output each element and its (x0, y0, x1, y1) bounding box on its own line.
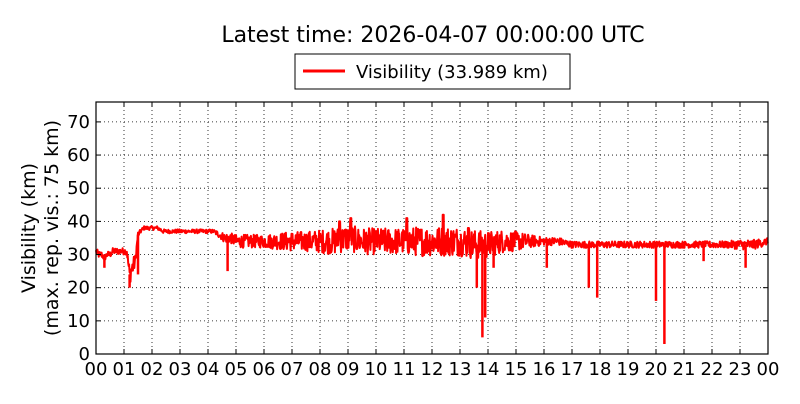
x-tick-label: 01 (113, 359, 136, 380)
x-tick-label: 10 (365, 359, 388, 380)
x-tick-label: 16 (533, 359, 556, 380)
x-tick-label: 05 (225, 359, 248, 380)
x-tick-label: 00 (85, 359, 108, 380)
x-tick-label: 11 (393, 359, 416, 380)
axis-ticks (95, 102, 769, 355)
y-tick-label: 40 (67, 211, 90, 232)
y-tick-label: 60 (67, 145, 90, 166)
y-tick-label: 50 (67, 178, 90, 199)
y-tick-label: 30 (67, 245, 90, 266)
x-tick-label: 22 (701, 359, 724, 380)
x-tick-label: 19 (617, 359, 640, 380)
y-tick-label: 20 (67, 278, 90, 299)
x-tick-label: 18 (589, 359, 612, 380)
x-tick-label: 13 (449, 359, 472, 380)
x-tick-label: 14 (477, 359, 500, 380)
x-tick-label: 03 (169, 359, 192, 380)
x-axis-tick-labels: 00 01 02 03 04 05 06 07 08 09 10 11 12 13 14 15 16 17 18 19… (85, 359, 780, 380)
x-tick-label: 20 (645, 359, 668, 380)
x-tick-label: 15 (505, 359, 528, 380)
x-tick-label: 21 (673, 359, 696, 380)
y-tick-label: 10 (67, 311, 90, 332)
series-line-visibility (95, 213, 769, 283)
x-tick-label: 17 (561, 359, 584, 380)
x-tick-label: 06 (253, 359, 276, 380)
y-axis-label-line1: Visibility (km) (18, 163, 40, 293)
x-tick-label: 23 (729, 359, 752, 380)
y-axis-tick-labels: 0 10 20 30 40 50 60 70 (67, 112, 90, 365)
x-tick-label: 02 (141, 359, 164, 380)
x-tick-label: 04 (197, 359, 220, 380)
x-tick-label: 07 (281, 359, 304, 380)
x-tick-label: 09 (337, 359, 360, 380)
y-axis-label-line2: (max. rep. vis.: 75 km) (41, 120, 63, 336)
chart-title: Latest time: 2026-04-07 00:00:00 UTC (221, 23, 644, 48)
y-tick-label: 70 (67, 112, 90, 133)
legend-label: Visibility (33.989 km) (356, 62, 548, 83)
x-tick-label: 12 (421, 359, 444, 380)
x-tick-label: 00 (757, 359, 780, 380)
y-tick-label: 0 (79, 344, 90, 365)
legend[interactable]: Visibility (33.989 km) (294, 53, 571, 90)
series-dips (103, 234, 747, 345)
series-layer (95, 213, 769, 345)
y-axis-label: Visibility (km) (max. rep. vis.: 75 km) (18, 120, 63, 336)
x-tick-label: 08 (309, 359, 332, 380)
